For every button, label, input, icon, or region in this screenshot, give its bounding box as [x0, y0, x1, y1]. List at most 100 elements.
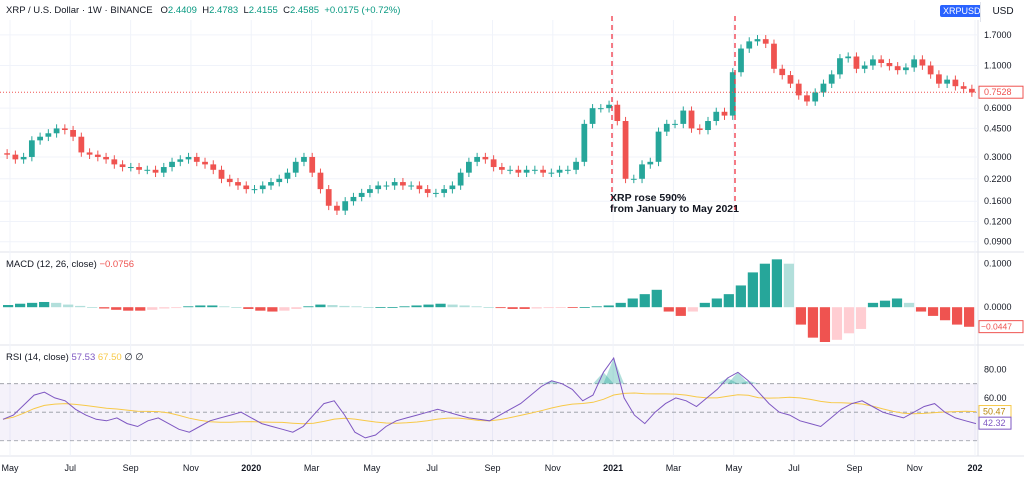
macd-bar: [735, 285, 746, 308]
candle-body: [564, 169, 571, 171]
candle-body: [169, 161, 175, 168]
macd-bar: [471, 306, 482, 308]
candle-body: [696, 128, 703, 131]
candle-body: [37, 136, 43, 141]
candle-body: [193, 156, 200, 162]
candle-body: [127, 167, 134, 169]
macd-value: −0.0756: [99, 259, 135, 270]
macd-bar: [531, 307, 542, 309]
macd-bar: [711, 298, 722, 308]
rsi-label: RSI (14, close): [6, 352, 69, 363]
macd-bar: [387, 307, 398, 308]
macd-bar: [567, 307, 578, 308]
macd-header: MACD (12, 26, close) −0.0756: [6, 259, 134, 270]
macd-bar: [807, 307, 819, 338]
low-value: 2.4155: [248, 5, 278, 16]
candle-body: [968, 88, 975, 93]
close-value: 2.4585: [289, 5, 320, 16]
candle-body: [738, 48, 744, 73]
candle-body: [614, 104, 621, 122]
candle-body: [787, 75, 794, 84]
candle-body: [251, 189, 258, 191]
price-tick-label: 0.2200: [984, 174, 1012, 184]
macd-bar: [759, 263, 770, 308]
candle-body: [367, 189, 373, 193]
macd-bar: [147, 307, 158, 310]
candle-body: [210, 164, 217, 170]
candle-body: [28, 140, 35, 157]
macd-bar: [855, 307, 867, 329]
time-tick-label: Sep: [484, 463, 500, 473]
macd-bar: [699, 302, 710, 308]
symbol-badge[interactable]: XRPUSD: [940, 5, 984, 17]
annotation-text-line2: from January to May 2021: [610, 203, 739, 215]
open-value: 2.4409: [167, 5, 197, 16]
macd-bar: [819, 307, 831, 342]
macd-bar: [939, 307, 951, 321]
rsi-line: [2, 356, 977, 439]
time-tick-label: Jul: [65, 463, 77, 473]
price-tick-label: 0.4500: [984, 123, 1012, 133]
candle-body: [688, 110, 695, 129]
candle-body: [721, 111, 728, 116]
macd-bar: [75, 305, 86, 308]
candle-body: [94, 154, 101, 157]
price-tick-label: 0.0900: [984, 237, 1012, 247]
macd-bar: [615, 302, 626, 308]
candle-body: [812, 92, 819, 102]
currency-selector[interactable]: USD: [980, 2, 1024, 22]
candle-body: [441, 189, 448, 193]
time-tick-label: Jul: [788, 463, 800, 473]
macd-bar: [915, 307, 927, 312]
macd-bar: [867, 302, 879, 308]
candle-body: [589, 108, 596, 124]
candle-body: [837, 58, 843, 75]
candle-body: [960, 86, 967, 89]
candle-body: [45, 133, 52, 137]
time-tick-label: 202: [967, 463, 982, 473]
candle-body: [20, 156, 27, 160]
candle-body: [391, 182, 398, 186]
candle-body: [919, 59, 926, 66]
candle-body: [911, 59, 918, 68]
macd-bar: [27, 302, 38, 308]
time-tick-label: Nov: [907, 463, 924, 473]
macd-bar: [51, 302, 62, 308]
candle-body: [548, 172, 555, 174]
open-label: O: [160, 5, 168, 16]
candle-body: [606, 104, 612, 109]
candle-body: [226, 178, 233, 183]
candle-body: [111, 159, 118, 165]
price-tick-label: 1.1000: [984, 61, 1012, 71]
rsi-ma-last-label: 50.47: [983, 407, 1006, 417]
rsi-ma-value: 67.50: [97, 352, 122, 363]
time-tick-label: 2020: [241, 463, 261, 473]
macd-bar: [603, 305, 614, 308]
macd-bar: [243, 307, 254, 309]
candle-body: [70, 130, 76, 137]
candle-body: [531, 169, 538, 171]
macd-bar: [123, 307, 134, 311]
candle-body: [383, 185, 390, 187]
macd-bar: [447, 304, 458, 308]
candle-body: [894, 66, 901, 71]
candle-body: [639, 164, 645, 179]
rsi-overbought-fill: [603, 357, 625, 384]
candle-body: [878, 59, 885, 63]
macd-bar: [891, 298, 903, 308]
candle-body: [185, 156, 192, 160]
macd-label: MACD (12, 26, close): [6, 259, 97, 270]
candle-body: [119, 164, 126, 168]
macd-bar: [411, 305, 422, 308]
candle-body: [515, 169, 522, 173]
macd-bar: [927, 307, 939, 316]
price-tick-label: 0.1600: [984, 196, 1012, 206]
macd-bar: [159, 307, 170, 309]
macd-bar: [63, 304, 74, 308]
symbol-title: XRP / U.S. Dollar · 1W · BINANCE: [6, 5, 153, 16]
candle-body: [597, 108, 604, 110]
candle-body: [779, 68, 786, 76]
candle-body: [375, 185, 382, 190]
candle-body: [160, 167, 167, 173]
